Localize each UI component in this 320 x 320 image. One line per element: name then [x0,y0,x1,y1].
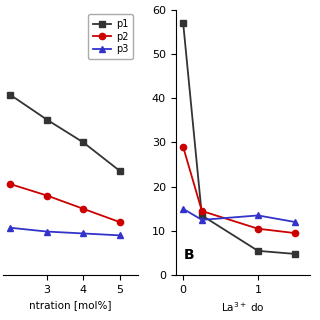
X-axis label: La$^{3+}$ do: La$^{3+}$ do [221,300,265,314]
p2 [45,194,49,197]
p3 [118,234,122,237]
p3 [9,226,12,230]
p1 [9,93,12,97]
Line: p3: p3 [7,225,123,238]
p2 [9,182,12,186]
Line: p2: p2 [7,181,123,225]
Text: B: B [184,248,194,262]
p2 [118,220,122,224]
p3 [81,232,85,236]
p1 [45,118,49,122]
p1 [81,140,85,144]
Legend: p1, p2, p3: p1, p2, p3 [89,14,133,59]
p1 [118,169,122,173]
p2 [81,207,85,211]
Line: p1: p1 [7,92,123,174]
p3 [45,230,49,234]
X-axis label: ntration [mol%]: ntration [mol%] [29,300,112,310]
